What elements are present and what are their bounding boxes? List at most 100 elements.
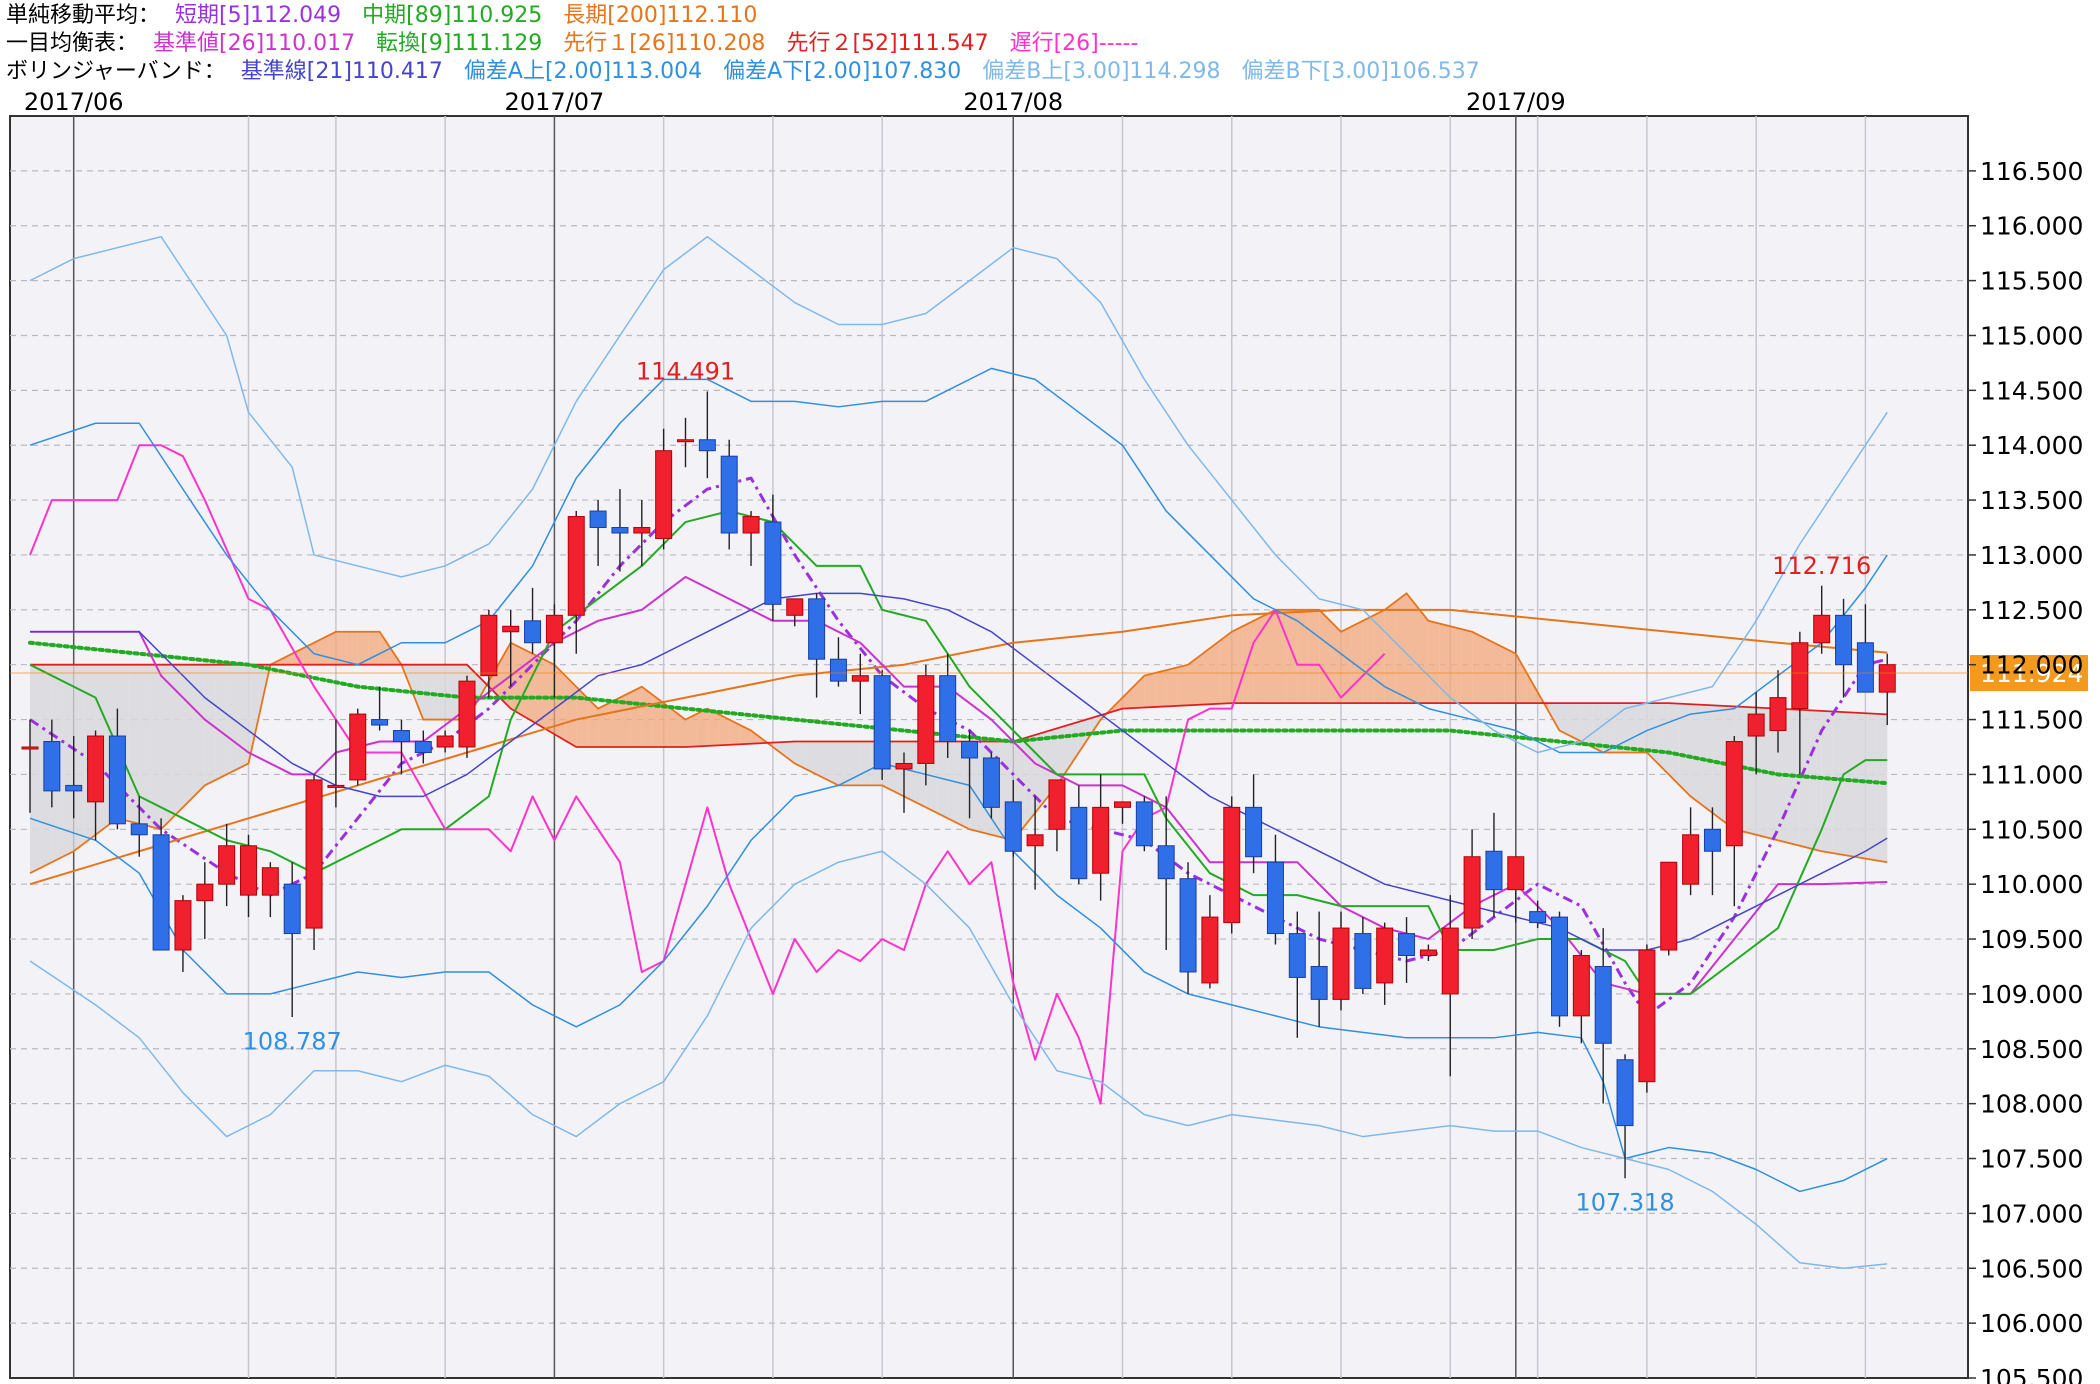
y-tick-label: 106.500 xyxy=(1980,1254,2083,1283)
cloud-segment xyxy=(1220,631,1232,704)
cloud-segment xyxy=(1668,703,1680,786)
cloud-segment xyxy=(1450,626,1462,704)
cloud-segment xyxy=(1821,710,1833,854)
cloud-segment xyxy=(346,631,358,665)
candle-body xyxy=(1266,861,1284,935)
line-sma89 xyxy=(28,640,1890,786)
cloud-segment xyxy=(1286,609,1298,704)
cloud-segment xyxy=(1122,686,1134,709)
candle-body xyxy=(1398,933,1416,957)
y-tick-label: 110.000 xyxy=(1980,870,2083,899)
candle-body xyxy=(567,516,585,616)
candle-body xyxy=(1747,713,1765,737)
candle-body xyxy=(1638,949,1656,1083)
month-label: 2017/09 xyxy=(1466,88,1566,116)
cloud-segment xyxy=(248,664,260,764)
cloud-segment xyxy=(1799,709,1811,849)
candle-body xyxy=(1507,856,1525,891)
legend-ichimoku-tenkan: 転換[9]111.129 xyxy=(376,31,543,56)
candle-body xyxy=(1092,806,1110,874)
legend-row-bollinger: ボリンジャーバンド： 基準線[21]110.417 偏差A上[2.00]113.… xyxy=(6,58,2096,86)
cloud-segment xyxy=(947,741,959,824)
cloud-segment xyxy=(904,741,915,802)
cloud-segment xyxy=(729,719,741,745)
candle-body xyxy=(87,735,105,803)
candle-body xyxy=(611,527,629,534)
candle-body xyxy=(1048,779,1066,830)
cloud-segment xyxy=(1275,609,1287,704)
y-tick-label: 113.500 xyxy=(1980,486,2083,515)
cloud-segment xyxy=(193,664,205,797)
cloud-segment xyxy=(1209,640,1221,705)
cloud-segment xyxy=(1406,593,1418,704)
cloud-segment xyxy=(1188,656,1199,706)
candle-body xyxy=(1616,1059,1634,1127)
price-annotation: 108.787 xyxy=(243,1027,342,1055)
cloud-segment xyxy=(379,631,391,665)
y-tick-label: 109.000 xyxy=(1980,980,2083,1009)
legend-row-ichimoku: 一目均衡表： 基準値[26]110.017 転換[9]111.129 先行１[2… xyxy=(6,30,2096,58)
cloud-segment xyxy=(805,741,817,775)
legend-bb-b-lower: 偏差B下[3.00]106.537 xyxy=(1241,59,1480,84)
price-annotation: 114.491 xyxy=(636,357,735,385)
legend-ichimoku-chikou: 遅行[26]----- xyxy=(1009,31,1139,56)
candle-body xyxy=(1769,697,1787,732)
cloud-segment xyxy=(1592,703,1604,753)
candle-body xyxy=(524,620,542,644)
cloud-segment xyxy=(1843,712,1855,857)
cloud-segment xyxy=(1461,629,1473,704)
y-tick-label: 112.000 xyxy=(1980,651,2083,680)
indicator-legend: 単純移動平均： 短期[5]112.049 中期[89]110.925 長期[20… xyxy=(6,2,2096,86)
cloud-segment xyxy=(161,664,173,830)
candle-body xyxy=(720,455,738,534)
cloud-segment xyxy=(1526,672,1538,704)
cloud-segment xyxy=(827,741,839,786)
candle-body xyxy=(480,614,498,677)
legend-label-bollinger: ボリンジャーバンド： xyxy=(6,59,226,84)
cloud-segment xyxy=(598,703,610,747)
cloud-segment xyxy=(1319,609,1331,704)
cloud-segment xyxy=(1679,703,1691,797)
cloud-segment xyxy=(696,708,708,747)
price-annotation: 112.716 xyxy=(1772,552,1871,580)
candle-body xyxy=(43,741,61,792)
legend-bb-a-lower: 偏差A下[2.00]107.830 xyxy=(723,59,962,84)
candle-body xyxy=(1725,741,1743,847)
candle-body xyxy=(130,823,148,836)
candle-body xyxy=(1660,861,1678,951)
price-chart[interactable]: 2017/06 2017/07 2017/08 2017/09 114.491 108.… xyxy=(0,86,2100,1384)
cloud-segment xyxy=(445,664,457,720)
cloud-segment xyxy=(783,741,795,764)
cloud-segment xyxy=(30,664,41,874)
y-tick-label: 108.500 xyxy=(1980,1035,2083,1064)
cloud-segment xyxy=(751,730,762,744)
line-bb_mid xyxy=(30,592,1888,951)
candle-body xyxy=(829,658,847,682)
candle-body xyxy=(502,625,520,633)
cloud-segment xyxy=(1810,710,1822,852)
y-tick-label: 107.500 xyxy=(1980,1145,2083,1174)
candle-body xyxy=(1157,845,1175,880)
cloud-segment xyxy=(663,703,675,747)
cloud-segment xyxy=(1472,631,1484,704)
line-bb_b_up xyxy=(29,235,1888,754)
y-tick-label: 114.500 xyxy=(1980,376,2083,405)
legend-sma-mid: 中期[89]110.925 xyxy=(362,3,543,28)
candle-body xyxy=(1376,927,1394,984)
cloud-segment xyxy=(1548,703,1560,731)
cloud-segment xyxy=(936,741,948,819)
candle-body xyxy=(1551,916,1568,1017)
candle-body xyxy=(1835,614,1853,666)
candle-body xyxy=(698,439,716,452)
senkou-span-a xyxy=(29,592,1888,875)
month-label: 2017/07 xyxy=(505,88,605,116)
cloud-segment xyxy=(794,741,806,769)
cloud-segment xyxy=(1690,704,1702,805)
cloud-segment xyxy=(1603,703,1615,753)
price-annotation: 107.318 xyxy=(1575,1188,1674,1216)
cloud-segment xyxy=(1384,601,1396,704)
candle-body xyxy=(1310,965,1328,1000)
candle-body xyxy=(1878,664,1896,693)
candle-body xyxy=(851,675,869,682)
candle-body xyxy=(1572,955,1590,1017)
